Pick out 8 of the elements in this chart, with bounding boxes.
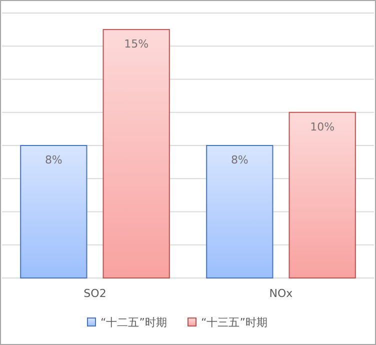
legend-label: “十三五”时期 [201, 316, 268, 329]
legend-label: “十二五”时期 [100, 316, 167, 329]
data-label: 8% [44, 154, 62, 166]
data-label: 8% [230, 154, 248, 166]
data-label: 10% [310, 120, 335, 134]
x-tick-label: SO2 [84, 287, 106, 300]
x-tick-label: NOx [269, 287, 294, 300]
data-label: 15% [124, 38, 149, 51]
